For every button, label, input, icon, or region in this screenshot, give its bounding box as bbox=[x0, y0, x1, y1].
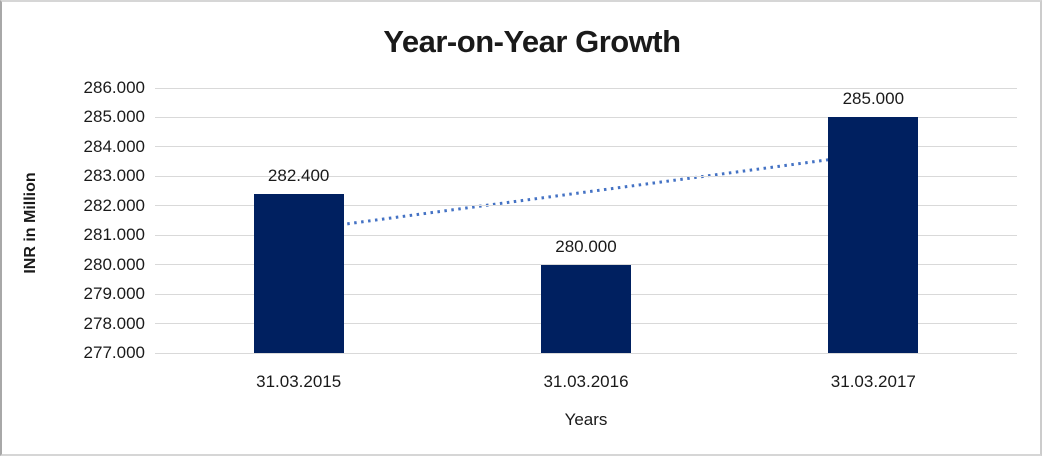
y-tick-label: 280.000 bbox=[83, 254, 145, 274]
y-tick-label: 286.000 bbox=[83, 78, 145, 97]
bar bbox=[253, 194, 344, 353]
gridline bbox=[155, 234, 1017, 236]
bar-data-label: 285.000 bbox=[842, 89, 905, 109]
bar bbox=[828, 117, 919, 353]
x-tick-label: 31.03.2017 bbox=[830, 372, 916, 391]
x-tick-label: 31.03.2015 bbox=[256, 372, 342, 391]
gridline bbox=[155, 146, 1017, 148]
y-tick-label: 278.000 bbox=[83, 313, 145, 333]
trendline bbox=[298, 152, 874, 232]
gridline bbox=[155, 116, 1017, 118]
gridline bbox=[155, 175, 1017, 177]
y-tick-label: 284.000 bbox=[83, 136, 145, 156]
y-tick-label: 279.000 bbox=[83, 284, 145, 304]
gridline bbox=[155, 352, 1017, 354]
y-tick-label: 283.000 bbox=[83, 166, 145, 186]
gridline bbox=[155, 87, 1017, 89]
y-tick-label: 281.000 bbox=[83, 225, 145, 245]
bar-data-label: 280.000 bbox=[555, 236, 617, 256]
x-axis-title: Years bbox=[564, 410, 608, 429]
gridline bbox=[155, 205, 1017, 207]
y-tick-label: 285.000 bbox=[83, 107, 145, 127]
bar bbox=[541, 264, 631, 353]
bar-data-label: 282.400 bbox=[267, 166, 330, 185]
x-tick-label: 31.03.2016 bbox=[543, 372, 629, 391]
y-tick-label: 277.000 bbox=[83, 343, 145, 362]
chart-title: Year-on-Year Growth bbox=[383, 24, 681, 59]
y-tick-label: 282.000 bbox=[83, 195, 145, 215]
y-axis-title: INR in Million bbox=[22, 172, 39, 274]
